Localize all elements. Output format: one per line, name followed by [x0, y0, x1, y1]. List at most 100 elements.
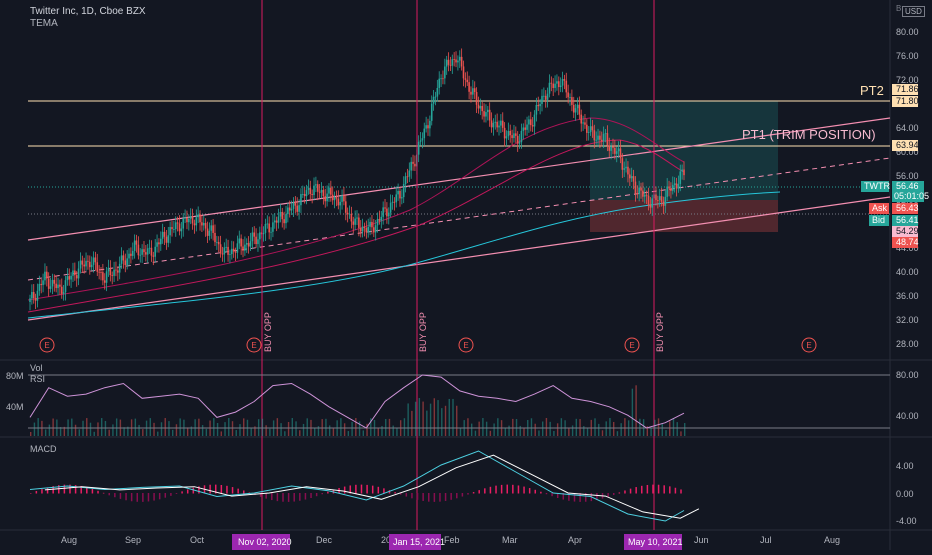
volume-bar [482, 418, 484, 436]
candle-body [518, 142, 521, 144]
candle-body [311, 194, 313, 196]
macd-legend[interactable]: MACD [30, 444, 57, 454]
symbol-legend[interactable]: Twitter Inc, 1D, Cboe BZX [30, 6, 146, 17]
candle-body [197, 214, 199, 218]
macd-hist-bar [596, 493, 598, 501]
macd-hist-bar [130, 493, 133, 502]
candle-body [625, 166, 627, 169]
macd-hist-bar [612, 493, 615, 495]
vol-legend[interactable]: Vol [30, 363, 43, 373]
candle-body [475, 92, 478, 105]
candle-body [671, 184, 674, 191]
volume-bar [108, 429, 110, 436]
candle-body [494, 121, 497, 123]
macd-hist-bar [360, 484, 363, 494]
candle-body [133, 240, 136, 251]
candle-body [529, 119, 532, 126]
volume-bar [616, 431, 619, 436]
earnings-marker[interactable]: E [39, 337, 55, 353]
macd-hist-bar [315, 493, 318, 497]
candle-body [522, 127, 525, 131]
candle-body [303, 193, 306, 197]
macd-hist-bar [63, 484, 66, 494]
buy-opp-label-jan: BUY OPP [418, 312, 428, 352]
volume-bar [299, 430, 301, 436]
macd-hist-bar [355, 484, 357, 494]
candle-body [367, 226, 370, 233]
macd-hist-bar [119, 493, 122, 499]
volume-bar [639, 418, 641, 436]
candle-body [460, 56, 463, 67]
volume-bar [456, 405, 458, 436]
macd-hist-bar [489, 486, 492, 494]
candle-body [169, 227, 171, 236]
earnings-marker[interactable]: E [458, 337, 474, 353]
volume-bar [377, 427, 379, 436]
candle-body [544, 95, 547, 100]
channel-mid[interactable] [27, 157, 891, 281]
macd-line[interactable] [29, 450, 685, 522]
candle-body [369, 221, 371, 227]
candle-body [389, 202, 392, 213]
candle-body [298, 205, 300, 212]
pt1-tag: 63.94 [896, 140, 919, 150]
candle-body [307, 187, 310, 191]
candlestick-series[interactable] [29, 48, 685, 311]
macd-hist-bar [652, 484, 654, 494]
candle-body [189, 216, 192, 219]
candle-body [247, 243, 250, 247]
volume-bar [59, 427, 62, 436]
candle-body [296, 205, 299, 212]
candle-body [539, 104, 541, 107]
rsi-legend[interactable]: RSI [30, 374, 46, 384]
earnings-marker[interactable]: E [624, 337, 640, 353]
candle-body [34, 298, 37, 301]
macd-hist-bar [405, 493, 408, 497]
indicator-legend[interactable]: TEMA [30, 18, 58, 29]
candle-body [509, 130, 512, 136]
macd-signal-line[interactable] [44, 454, 700, 519]
macd-hist-bar [500, 484, 503, 494]
rsi-line[interactable] [29, 374, 685, 429]
loss-zone[interactable] [590, 200, 778, 232]
volume-bar [575, 418, 578, 436]
candle-body [572, 104, 575, 113]
candle-body [393, 201, 396, 203]
time-label-sep: Sep [125, 535, 141, 545]
channel-lower[interactable] [27, 196, 891, 321]
candle-body [632, 176, 635, 182]
candle-body [343, 195, 345, 202]
earnings-marker[interactable]: E [801, 337, 817, 353]
macd-hist-bar [114, 493, 116, 498]
macd-hist-bar [108, 493, 110, 496]
candle-body [223, 247, 226, 255]
candle-body [139, 254, 142, 256]
macd-hist-bar [41, 489, 43, 494]
candle-body [359, 227, 362, 232]
rsi-tick-40: 40.00 [896, 411, 919, 421]
candle-body [378, 218, 381, 221]
macd-hist-bar [663, 485, 665, 494]
last-price-tag: 56.46 [896, 181, 919, 191]
earnings-marker[interactable]: E [246, 337, 262, 353]
macd-hist-bar [484, 488, 486, 494]
channel-upper[interactable] [27, 117, 891, 241]
svg-text:E: E [251, 341, 256, 350]
macd-hist-bar [214, 484, 217, 494]
macd-hist-bar [30, 493, 32, 494]
candle-body [599, 135, 601, 140]
profit-zone[interactable] [590, 101, 778, 200]
volume-bar [231, 421, 234, 436]
macd-hist-bar [293, 493, 295, 502]
volume-bar [101, 418, 103, 436]
candle-body [602, 133, 605, 142]
candle-body [664, 196, 667, 206]
candle-body [673, 183, 676, 185]
macd-hist-bar [377, 486, 380, 494]
macd-hist-bar [310, 493, 312, 499]
currency-label[interactable]: USD [902, 6, 925, 17]
candle-body [658, 196, 661, 201]
candle-body [227, 246, 229, 255]
macd-hist-bar [91, 488, 94, 494]
